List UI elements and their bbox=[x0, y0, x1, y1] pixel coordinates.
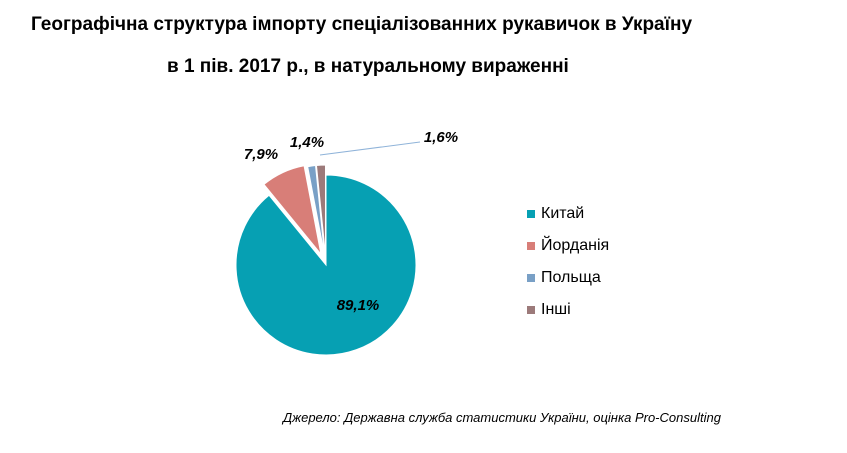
pie-slice-other bbox=[315, 164, 326, 256]
legend-swatch-china bbox=[527, 210, 535, 218]
legend-item-poland: Польща bbox=[527, 262, 609, 294]
pie-slice-jordan bbox=[263, 165, 322, 255]
data-label-poland: 1,4% bbox=[290, 134, 324, 151]
data-label-china: 89,1% bbox=[337, 297, 380, 314]
legend-item-other: Інші bbox=[527, 294, 609, 326]
source-note: Джерело: Державна служба статистики Укра… bbox=[283, 410, 721, 425]
legend-label-poland: Польща bbox=[541, 269, 601, 286]
legend-swatch-poland bbox=[527, 274, 535, 282]
data-label-jordan: 7,9% bbox=[244, 146, 278, 163]
chart-subtitle: в 1 пів. 2017 р., в натуральному виражен… bbox=[167, 56, 569, 77]
legend: Китай Йорданія Польща Інші bbox=[527, 198, 609, 326]
legend-label-china: Китай bbox=[541, 205, 585, 222]
pie-slice-china bbox=[235, 174, 417, 356]
legend-item-china: Китай bbox=[527, 198, 609, 230]
legend-swatch-jordan bbox=[527, 242, 535, 250]
chart-title: Географічна структура імпорту спеціалізо… bbox=[31, 14, 693, 35]
leader-line-other bbox=[319, 141, 421, 156]
legend-label-other: Інші bbox=[541, 301, 571, 318]
legend-label-jordan: Йорданія bbox=[541, 237, 610, 254]
legend-item-jordan: Йорданія bbox=[527, 230, 609, 262]
legend-swatch-other bbox=[527, 306, 535, 314]
pie-slice-poland bbox=[307, 165, 326, 256]
data-label-other: 1,6% bbox=[424, 129, 458, 146]
